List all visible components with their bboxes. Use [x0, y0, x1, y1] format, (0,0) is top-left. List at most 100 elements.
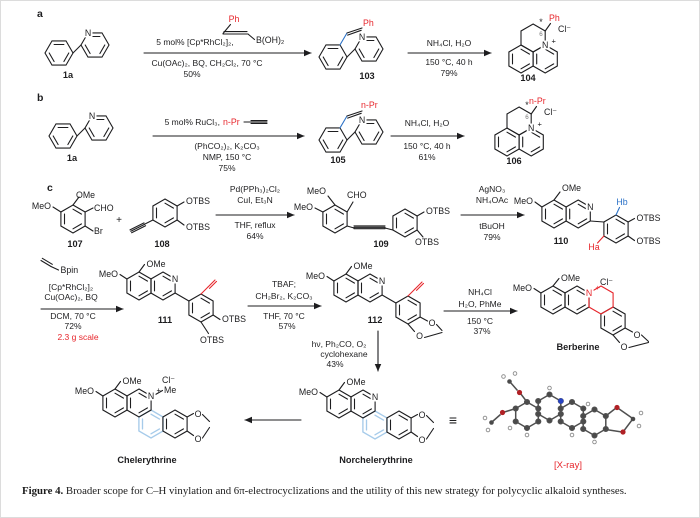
nitrogen-label: N: [372, 392, 378, 402]
otbs-label: OTBS: [637, 236, 661, 246]
yield-c3: 72%: [64, 321, 81, 331]
nitrogen-label: N: [528, 123, 534, 133]
ome-label: OMe: [147, 259, 166, 269]
bonds-108: [129, 199, 185, 234]
me-label: Me: [164, 385, 176, 395]
meo-label: MeO: [294, 202, 313, 212]
bonds-110: [534, 191, 636, 244]
ph-label: Ph: [549, 13, 560, 23]
atom-bg: [584, 288, 594, 298]
equivalence-sign: ≡: [449, 412, 457, 428]
atom-bg: [370, 392, 380, 402]
yield-c2: 79%: [483, 232, 500, 242]
meo-label: MeO: [514, 196, 533, 206]
bonds-norchelerythrine: [319, 381, 435, 440]
otbs-label: OTBS: [200, 335, 224, 345]
scale-note: 2.3 g scale: [57, 332, 98, 342]
bonds-1a: [49, 116, 113, 148]
structure-1a-b: N 1a: [49, 111, 113, 163]
conditions-c1-3: THF, reflux: [234, 220, 276, 230]
conditions-b1-1: 5 mol% RuCl₃,: [165, 117, 220, 127]
meo-label: MeO: [306, 271, 325, 281]
yield-a2: 79%: [440, 68, 457, 78]
nitrogen-label: N: [85, 28, 91, 38]
conditions-a2-1: NH₄Cl, H₂O: [427, 38, 472, 48]
oxygen-label: O: [621, 342, 628, 352]
ph-label: Ph: [229, 14, 240, 24]
bonds-103: [319, 28, 383, 69]
hydrogen-atom: [638, 410, 644, 416]
ome-label: OMe: [562, 183, 581, 193]
nitrogen-label: N: [379, 276, 385, 286]
structure-110: OMe MeO N Hb Ha OTBS OTBS 110: [514, 183, 661, 252]
caption-text: Broader scope for C–H vinylation and 6π-…: [63, 485, 627, 497]
conditions-c6-1: NH₄Cl: [468, 287, 492, 297]
structure-108: OTBS OTBS 108: [129, 196, 210, 249]
structure-1a: N 1a: [45, 28, 109, 80]
section-label-b: b: [37, 92, 43, 104]
nitrogen-label: N: [172, 274, 178, 284]
compound-number: 1a: [67, 153, 78, 163]
atom-bg: [377, 276, 387, 286]
plus-charge: +: [596, 283, 601, 292]
structure-104: N + Ph * 6 Cl⁻ 104: [509, 13, 571, 83]
hydrogen-atom: [569, 432, 575, 438]
bonds-104: [509, 22, 557, 74]
yield-b2: 61%: [418, 152, 435, 162]
oxygen-label: O: [195, 434, 202, 444]
meo-label: MeO: [75, 386, 94, 396]
npr-label: n-Pr: [529, 96, 546, 106]
plus-sign: +: [116, 215, 122, 226]
row-c: c OMe MeO CHO Br 107 + OTBS OTBS 108: [32, 182, 661, 252]
hydrogen-atom: [585, 401, 591, 407]
ome-label: OMe: [354, 261, 373, 271]
chloride-label: Cl⁻: [162, 375, 175, 385]
section-label-c: c: [47, 182, 53, 194]
conditions-b2-1: NH₄Cl, H₂O: [405, 118, 450, 128]
nitrogen-label: N: [359, 115, 365, 125]
conditions-c3-3: DCM, 70 °C: [50, 311, 95, 321]
nitrogen-label: N: [587, 202, 593, 212]
atom-bg: [87, 111, 97, 121]
conditions-a1-2: Cu(OAc)₂, BQ, CH₂Cl₂, 70 °C: [151, 58, 262, 68]
reagent-vinyl-bpin: Bpin: [40, 257, 78, 275]
bonds-1a: [45, 33, 109, 65]
meo-label: MeO: [307, 186, 326, 196]
hydrogen-atom: [547, 385, 552, 391]
yield-b1: 75%: [218, 163, 235, 173]
conditions-b2-2: 150 °C, 40 h: [403, 141, 451, 151]
compound-number: 112: [368, 315, 383, 325]
atom-bg: [83, 28, 93, 38]
oxygen-atom: [620, 429, 626, 435]
conditions-c6-2: H₂O, PhMe: [459, 299, 502, 309]
carbon-atom: [507, 379, 512, 384]
npr-label: n-Pr: [361, 100, 378, 110]
atom-bg: [146, 391, 156, 401]
yield-c5: 43%: [326, 359, 343, 369]
structure-112: OMe MeO N O O 112: [306, 261, 443, 341]
star-mark: *: [539, 17, 543, 27]
structure-106: N + n-Pr * 6 Cl⁻ 106: [495, 96, 557, 166]
conditions-c5-2: cyclohexane: [320, 349, 368, 359]
bonds-berberine: [533, 277, 650, 349]
bonds-styrylboronate: [222, 23, 256, 41]
bonds-112: [326, 265, 443, 339]
cho-label: CHO: [94, 203, 114, 213]
hydrogen-atom: [512, 371, 518, 376]
carbon-atom: [489, 420, 494, 425]
compound-number: 104: [520, 73, 536, 83]
bonds-107: [52, 196, 94, 233]
plus-charge: +: [538, 120, 543, 129]
conditions-c5-1: hν, Ph₂CO, O₂: [312, 339, 367, 349]
compound-number: 109: [373, 239, 388, 249]
ome-label: OMe: [123, 376, 142, 386]
section-label-a: a: [37, 8, 43, 20]
oxygen-label: O: [419, 435, 426, 445]
yield-a1: 50%: [183, 69, 200, 79]
xray-label: [X-ray]: [554, 460, 582, 471]
otbs-label: OTBS: [186, 196, 210, 206]
bonds-vinyl-bpin: [40, 257, 60, 271]
structure-103: N Ph 103: [319, 18, 383, 81]
br-label: Br: [94, 226, 103, 236]
